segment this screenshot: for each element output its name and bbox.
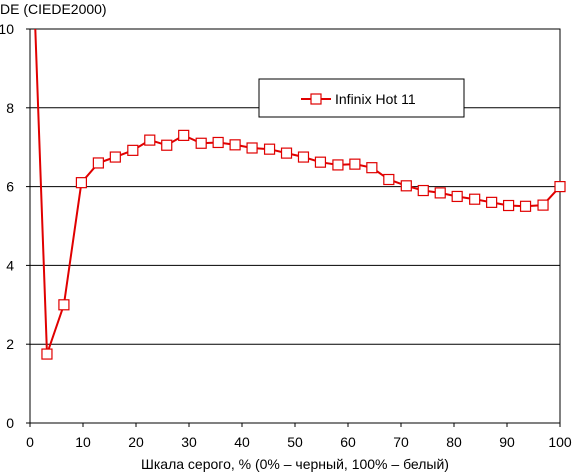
- x-tick-label: 0: [26, 434, 34, 450]
- data-point: [519, 200, 532, 212]
- data-point: [178, 129, 190, 141]
- data-point: [92, 157, 104, 169]
- data-point: [144, 134, 156, 146]
- data-point: [349, 158, 361, 170]
- data-point: [537, 199, 549, 211]
- x-tick-label: 30: [181, 434, 197, 450]
- legend-marker: [310, 93, 322, 105]
- y-tick-label: 4: [6, 257, 14, 273]
- data-point: [263, 143, 276, 155]
- data-point: [212, 136, 224, 149]
- legend-label: Infinix Hot 11: [335, 91, 416, 107]
- data-point: [195, 137, 207, 149]
- y-tick-label: 6: [6, 179, 14, 195]
- y-tick-label: 2: [6, 336, 14, 352]
- data-point: [41, 348, 53, 360]
- data-point: [502, 199, 515, 212]
- x-axis-title: Шкала серого, % (0% – черный, 100% – бел…: [141, 456, 449, 472]
- data-point: [400, 180, 412, 192]
- y-tick-label: 0: [6, 415, 14, 431]
- data-point: [280, 147, 293, 159]
- data-point: [554, 181, 566, 193]
- series-line: [34, 28, 561, 355]
- x-tick-label: 20: [128, 434, 144, 450]
- y-tick-label: 10: [0, 21, 14, 37]
- x-tick-label: 50: [287, 434, 303, 450]
- y-tick-label: 8: [6, 100, 14, 116]
- data-point: [161, 139, 173, 151]
- legend: Infinix Hot 11: [258, 78, 465, 118]
- data-point: [229, 139, 241, 151]
- data-point: [246, 142, 258, 154]
- data-point: [75, 177, 88, 189]
- x-ticks: 0 10 20 30 40 50 60 70 80 90 100: [26, 423, 572, 450]
- y-axis-title: DE (CIEDE2000): [0, 1, 107, 17]
- data-point: [332, 159, 344, 171]
- y-ticks: 0 2 4 6 8 10: [0, 21, 30, 431]
- x-tick-label: 100: [548, 434, 572, 450]
- data-point: [109, 151, 121, 163]
- data-point: [366, 162, 378, 174]
- x-tick-label: 40: [234, 434, 250, 450]
- legend-box: [258, 78, 465, 118]
- series: [34, 28, 566, 360]
- data-point: [58, 299, 70, 311]
- data-point: [127, 144, 139, 156]
- data-point: [451, 190, 463, 203]
- x-tick-label: 10: [75, 434, 91, 450]
- data-point: [417, 184, 429, 197]
- x-tick-label: 90: [499, 434, 515, 450]
- data-point: [486, 196, 498, 208]
- grid: [30, 107, 560, 345]
- data-point: [383, 173, 395, 186]
- x-tick-label: 60: [340, 434, 356, 450]
- data-point: [469, 193, 481, 205]
- data-point: [297, 151, 310, 163]
- x-tick-label: 80: [446, 434, 462, 450]
- data-point: [314, 156, 327, 168]
- x-tick-label: 70: [393, 434, 409, 450]
- data-point: [434, 187, 446, 199]
